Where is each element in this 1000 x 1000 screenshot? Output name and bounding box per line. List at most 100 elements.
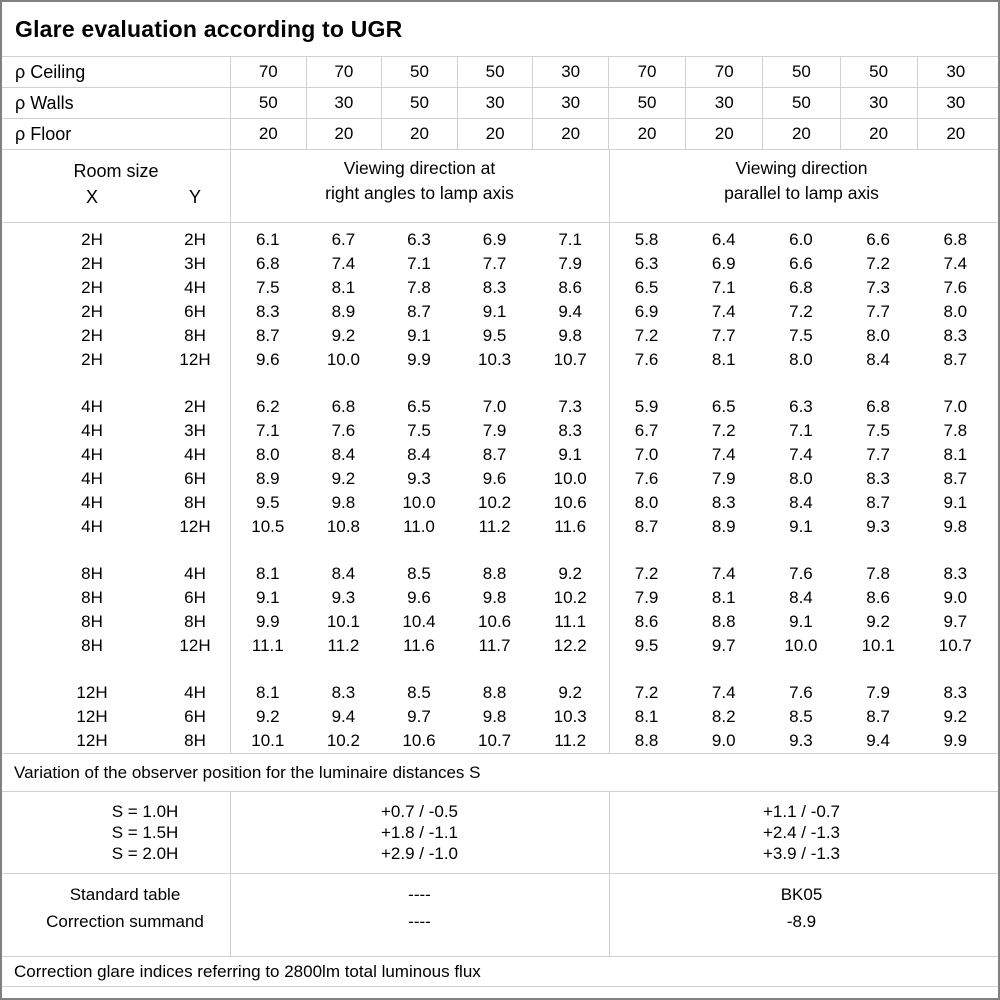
reflectance-row-label: ρ Floor (15, 123, 72, 144)
ugr-value: 10.0 (402, 493, 436, 512)
ugr-value: 9.1 (943, 493, 968, 512)
ugr-value: 10.1 (251, 731, 285, 750)
room-x-value: 2H (81, 326, 103, 345)
room-x-value: 4H (81, 445, 103, 464)
s-parallel-value: +2.4 / -1.3 (762, 823, 841, 842)
ugr-value: 8.6 (634, 612, 659, 631)
room-y-value: 6H (184, 302, 206, 321)
ugr-row: 4H 12H 10.5 10.8 11.0 11.2 11.6 8.7 8.9 9.1 9.3 9.8 (2, 515, 998, 539)
reflectance-table: ρ Ceiling 70 70 50 50 30 70 70 50 50 30 ρ Walls 50 30… (2, 57, 998, 150)
ugr-value: 11.1 (251, 636, 284, 655)
reflectance-value: 30 (532, 88, 608, 118)
standard-section-crosswise-values: ---- ---- (230, 881, 609, 956)
reflectance-value: 30 (916, 88, 994, 118)
ugr-value: 6.2 (255, 397, 280, 416)
ugr-row: 8H 8H 9.9 10.1 10.4 10.6 11.1 8.6 8.8 9.1 9.2 9.7 (2, 610, 998, 634)
reflectance-value: 50 (456, 57, 533, 87)
ugr-value: 10.0 (784, 636, 818, 655)
ugr-value: 11.2 (478, 517, 511, 536)
ugr-value: 10.7 (478, 731, 512, 750)
room-y-value: 12H (179, 517, 211, 536)
room-y-value: 6H (184, 469, 206, 488)
s-distance-label: S = 2.0H (111, 844, 179, 863)
ugr-value: 8.7 (482, 445, 507, 464)
ugr-value: 8.3 (943, 564, 968, 583)
room-x-value: 2H (81, 350, 103, 369)
ugr-row: 2H 4H 7.5 8.1 7.8 8.3 8.6 6.5 7.1 6.8 7.3 7.6 (2, 276, 998, 300)
ugr-value: 11.6 (403, 636, 435, 655)
ugr-value: 9.7 (943, 612, 968, 631)
ugr-value: 6.5 (711, 397, 736, 416)
ugr-value: 7.0 (482, 397, 507, 416)
ugr-value: 8.4 (866, 350, 890, 369)
ugr-value: 10.0 (553, 469, 587, 488)
ugr-value: 8.3 (711, 493, 736, 512)
room-x-value: 4H (81, 469, 103, 488)
reflectance-value: 20 (381, 119, 457, 149)
ugr-value: 11.0 (403, 517, 435, 536)
ugr-value: 7.1 (407, 254, 431, 273)
room-y-value: 8H (184, 612, 206, 631)
ugr-row: 4H 2H 6.2 6.8 6.5 7.0 7.3 5.9 6.5 6.3 6.8 7.0 (2, 395, 998, 419)
ugr-row: 12H 8H 10.1 10.2 10.6 10.7 11.2 8.8 9.0 9.3 9.4 9.9 (2, 729, 998, 753)
reflectance-value: 20 (456, 119, 533, 149)
ugr-value: 7.4 (711, 302, 736, 321)
s-distance-label: S = 1.5H (111, 823, 179, 842)
reflectance-value: 20 (607, 119, 685, 149)
ugr-value: 8.8 (482, 683, 507, 702)
ugr-value: 11.7 (478, 636, 511, 655)
room-x-value: 8H (81, 612, 103, 631)
reflectance-value: 50 (839, 57, 917, 87)
ugr-value: 10.3 (553, 707, 587, 726)
ugr-value: 10.1 (861, 636, 895, 655)
standard-table-section: Standard table Correction summand ---- ---… (2, 874, 998, 957)
ugr-value: 9.9 (943, 731, 968, 750)
ugr-value: 7.1 (789, 421, 813, 440)
room-x-value: 4H (81, 517, 103, 536)
ugr-value: 6.4 (711, 230, 736, 249)
ugr-value: 10.2 (478, 493, 512, 512)
room-x-value: 2H (81, 230, 103, 249)
ugr-value: 9.0 (711, 731, 736, 750)
ugr-value: 7.1 (711, 278, 736, 297)
ugr-value: 10.1 (326, 612, 360, 631)
ugr-value: 9.2 (943, 707, 968, 726)
ugr-value: 9.2 (558, 564, 582, 583)
ugr-value: 8.3 (943, 683, 968, 702)
ugr-value: 7.1 (558, 230, 582, 249)
reflectance-value: 20 (305, 119, 382, 149)
ugr-value: 8.0 (255, 445, 280, 464)
ugr-value: 6.6 (866, 230, 890, 249)
ugr-value: 7.6 (789, 564, 813, 583)
ugr-value: 6.8 (789, 278, 813, 297)
reflectance-value: 30 (305, 88, 382, 118)
ugr-value: 9.5 (482, 326, 507, 345)
ugr-value: 7.6 (943, 278, 968, 297)
s-distance-labels: S = 1.0H S = 1.5H S = 2.0H (2, 801, 230, 873)
ugr-value: 8.4 (407, 445, 431, 464)
ugr-value: 9.7 (407, 707, 431, 726)
room-x-value: 2H (81, 278, 103, 297)
ugr-value: 9.5 (255, 493, 280, 512)
ugr-value: 6.8 (943, 230, 968, 249)
ugr-value: 7.2 (634, 564, 659, 583)
ugr-row: 12H 6H 9.2 9.4 9.7 9.8 10.3 8.1 8.2 8.5 8.7 9.2 (2, 705, 998, 729)
ugr-value: 7.5 (866, 421, 890, 440)
ugr-value: 9.6 (407, 588, 431, 607)
reflectance-value: 70 (607, 57, 685, 87)
room-y-value: 12H (179, 350, 211, 369)
room-size-label: Room size (73, 161, 159, 181)
ugr-value: 11.1 (554, 612, 587, 631)
ugr-value: 6.3 (407, 230, 431, 249)
ugr-value: 8.9 (711, 517, 736, 536)
ugr-value: 6.3 (634, 254, 659, 273)
ugr-value: 10.5 (251, 517, 285, 536)
ugr-value: 11.2 (327, 636, 360, 655)
block-spacer (2, 658, 998, 681)
ugr-value: 9.3 (331, 588, 356, 607)
variation-note: Variation of the observer position for t… (2, 754, 998, 792)
room-x-value: 8H (81, 636, 103, 655)
ugr-value: 8.6 (558, 278, 582, 297)
standard-section-labels: Standard table Correction summand (2, 881, 230, 956)
